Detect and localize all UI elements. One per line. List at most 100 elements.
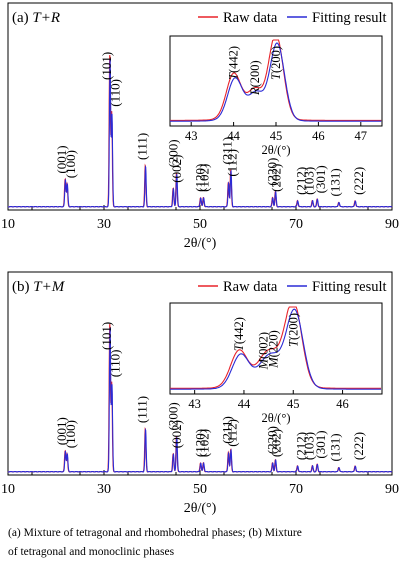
inset-annotation-phase: T (227, 72, 241, 80)
panel-label: (a) T+R (12, 10, 60, 26)
inset-annotation-hkl: (200) (248, 60, 262, 87)
x-tick-label: 30 (97, 217, 111, 232)
inset-annotation-phase: T (232, 343, 246, 351)
x-tick-label: 90 (385, 482, 399, 497)
x-tick-label: 10 (1, 217, 15, 232)
series-fitting-result (7, 58, 393, 208)
inset-annotation: T(442) (227, 46, 241, 80)
inset-x-tick-label: 44 (227, 129, 240, 143)
inset-annotation-hkl: (200) (286, 313, 300, 340)
peak-label: (100) (63, 420, 78, 448)
x-tick-label: 30 (97, 482, 111, 497)
peak-label: (103) (301, 432, 316, 460)
inset-x-tick-label: 43 (185, 129, 198, 143)
peak-label: (110) (108, 350, 123, 378)
panel-phase: T+M (33, 279, 65, 295)
legend-fit-label: Fitting result (312, 10, 387, 26)
inset-annotation: T(200) (286, 313, 300, 347)
x-tick-label: 50 (193, 482, 207, 497)
inset-annotation-phase: T (269, 72, 283, 80)
peak-label: (200) (165, 139, 180, 167)
inset-annotation: M(002) (257, 332, 271, 371)
figure-caption: (a) Mixture of tetragonal and rhombohedr… (8, 524, 394, 562)
inset-annotation: T(200) (269, 46, 283, 80)
inset-series-raw-data (170, 306, 381, 389)
inset-annotation-phase: M (257, 358, 271, 370)
x-tick-label: 10 (1, 482, 15, 497)
inset-x-tick-label: 44 (238, 397, 251, 411)
x-tick-label: 90 (385, 217, 399, 232)
peak-label: (220) (264, 426, 279, 454)
peak-label: (001) (54, 417, 69, 445)
peak-label: (103) (301, 167, 316, 195)
inset-x-tick-label: 47 (355, 129, 368, 143)
inset-series-fitting-result (170, 42, 382, 122)
peak-label: (222) (351, 167, 366, 195)
inset-x-tick-label: 46 (336, 397, 349, 411)
inset-series-raw-data (170, 39, 382, 121)
peak-label: (101) (99, 52, 114, 80)
caption-line-2: of tetragonal and monoclinic phases (8, 546, 175, 558)
peak-label: (212) (293, 432, 308, 460)
peak-label: (111) (134, 133, 149, 160)
peak-label: (110) (108, 79, 123, 107)
inset-x-tick-label: 43 (188, 397, 201, 411)
x-tick-label: 70 (289, 482, 303, 497)
peak-label: (002) (169, 420, 184, 448)
x-axis-label: 2θ/(°) (184, 236, 217, 251)
legend-fit-label: Fitting result (312, 279, 387, 295)
inset-annotation-hkl: (442) (232, 317, 246, 344)
inset-x-tick-label: 45 (270, 129, 283, 143)
inset-x-axis-label: 2θ/(°) (261, 411, 290, 425)
peak-label: (001) (54, 145, 69, 173)
peak-label: (111) (134, 396, 149, 423)
inset-annotation-hkl: (002) (257, 332, 271, 359)
peak-label: (102) (196, 164, 211, 192)
peak-label: (101) (99, 322, 114, 350)
inset-annotation-phase: M (267, 357, 281, 369)
peak-label: (220) (264, 158, 279, 186)
peak-label: (202) (268, 164, 283, 192)
chart-panel-a: 10 30 50 70 90 2θ/(°) (a) T+R Raw data Fitting r… (1, 2, 399, 251)
peak-label: (120) (192, 429, 207, 457)
panel-phase: T+R (32, 10, 60, 26)
inset-x-axis-label: 2θ/(°) (261, 143, 290, 157)
peak-label: (102) (196, 429, 211, 457)
inset-x-tick-label: 46 (312, 129, 325, 143)
peak-label: (120) (192, 164, 207, 192)
inset-frame (169, 35, 383, 127)
inset-annotation: M(220) (267, 330, 281, 369)
legend-raw-label: Raw data (223, 10, 278, 26)
peak-label: (212) (293, 167, 308, 195)
x-tick-label: 70 (289, 217, 303, 232)
peak-label: (222) (351, 432, 366, 460)
inset-annotation: T(442) (232, 317, 246, 351)
peak-label: (200) (165, 402, 180, 430)
inset-annotation-phase: R (248, 87, 262, 96)
peak-label: (211) (220, 416, 235, 444)
inset-series-fitting-result (170, 308, 381, 390)
x-tick-label: 50 (193, 217, 207, 232)
caption-line-1: (a) Mixture of tetragonal and rhombohedr… (8, 527, 302, 539)
inset-annotation-phase: T (286, 339, 300, 347)
inset-annotation: R(200) (248, 60, 262, 96)
series-fitting-result (7, 327, 393, 473)
x-axis-label: 2θ/(°) (184, 501, 217, 516)
panel-label: (b) T+M (12, 279, 66, 295)
peak-label: (131) (328, 433, 343, 461)
chart-panel-b: 10 30 50 70 90 2θ/(°) (b) T+M Raw data Fitting r… (1, 271, 399, 516)
peak-label: (301) (313, 430, 328, 458)
legend-raw-label: Raw data (223, 279, 278, 295)
peak-label: (112) (224, 419, 239, 447)
peak-label: (100) (63, 150, 78, 178)
inset-annotation-hkl: (220) (267, 330, 281, 357)
inset-x-tick-label: 45 (287, 397, 300, 411)
peak-label: (211) (220, 137, 235, 165)
inset-annotation-hkl: (200) (269, 46, 283, 73)
peak-label: (131) (328, 168, 343, 196)
peak-label: (002) (169, 155, 184, 183)
peak-label: (112) (224, 149, 239, 177)
